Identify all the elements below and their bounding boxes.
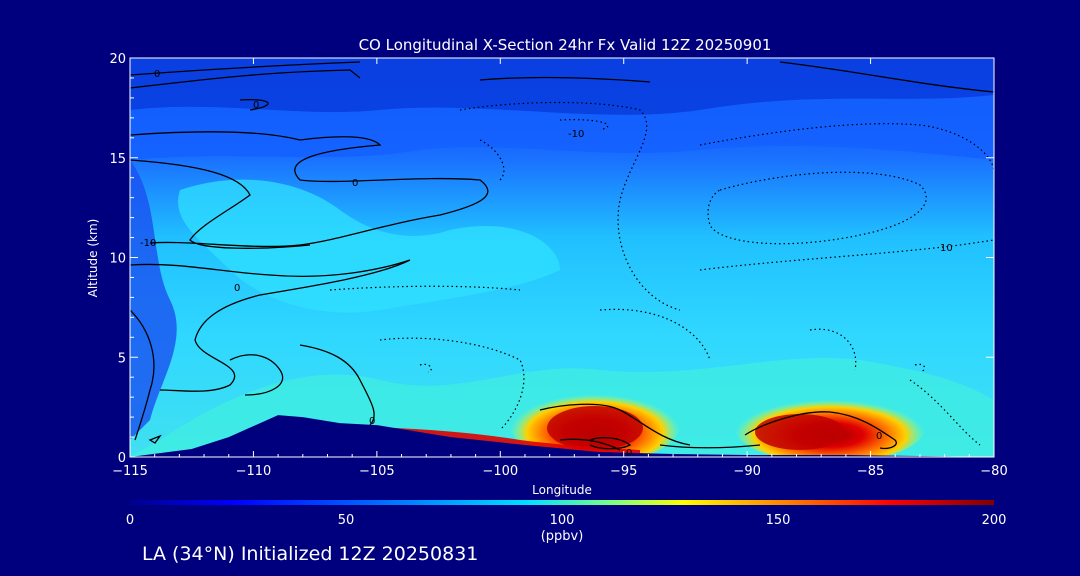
chart-title: CO Longitudinal X-Section 24hr Fx Valid … bbox=[359, 36, 772, 54]
plot-area bbox=[130, 58, 994, 457]
co-field-west-low bbox=[130, 160, 177, 440]
x-tick-label: −80 bbox=[980, 464, 1007, 479]
y-tick-label: 20 bbox=[109, 52, 126, 67]
y-axis: 0 5 10 15 20 bbox=[109, 52, 994, 466]
contour-labels: 0 0 0 0 0 0 0 -10 -10 10 bbox=[140, 69, 953, 459]
x-tick-label: −110 bbox=[236, 464, 272, 479]
x-tick-label: −105 bbox=[359, 464, 395, 479]
contour-lines-solid bbox=[130, 61, 994, 451]
colorbar-tick-label: 0 bbox=[126, 513, 134, 528]
contour-label: 0 bbox=[352, 178, 358, 189]
contour-label: -10 bbox=[140, 238, 156, 249]
y-tick-label: 10 bbox=[109, 252, 126, 267]
colorbar-tick-label: 50 bbox=[338, 513, 355, 528]
colorbar-tick-label: 100 bbox=[550, 513, 575, 528]
colorbar-ticks: 0 50 100 150 200 bbox=[126, 513, 1007, 528]
colorbar-tick-label: 200 bbox=[982, 513, 1007, 528]
contour-label: 10 bbox=[940, 243, 953, 254]
co-field-upper-band-2 bbox=[130, 95, 994, 160]
colorbar-unit: (ppbv) bbox=[541, 529, 584, 544]
x-tick-label: −100 bbox=[482, 464, 518, 479]
contour-label: 0 bbox=[154, 69, 160, 80]
co-field-upper-band bbox=[130, 58, 994, 115]
x-axis-label: Longitude bbox=[532, 483, 592, 497]
x-axis: −115 −110 −105 −100 −95 −90 −85 −80 bbox=[112, 58, 1008, 479]
x-tick-label: −90 bbox=[733, 464, 760, 479]
colorbar-tick-label: 150 bbox=[766, 513, 791, 528]
y-tick-label: 0 bbox=[118, 451, 126, 466]
x-tick-label: −115 bbox=[112, 464, 148, 479]
contour-label: 0 bbox=[234, 283, 240, 294]
footer-text: LA (34°N) Initialized 12Z 20250831 bbox=[142, 543, 478, 565]
terrain-profile bbox=[130, 415, 994, 457]
contour-label: 0 bbox=[876, 431, 882, 442]
colorbar bbox=[130, 500, 994, 505]
contour-label: -10 bbox=[568, 129, 584, 140]
contour-lines-dotted bbox=[329, 101, 994, 446]
co-hotspot-east-core bbox=[755, 414, 845, 450]
y-axis-label: Altitude (km) bbox=[86, 219, 100, 298]
co-field-cyan-plume bbox=[178, 179, 560, 313]
x-tick-label: −85 bbox=[857, 464, 884, 479]
y-tick-label: 5 bbox=[118, 351, 126, 366]
contour-label: 0 bbox=[253, 100, 259, 111]
y-tick-label: 15 bbox=[109, 152, 126, 167]
contour-label: 0 bbox=[626, 448, 632, 459]
x-tick-label: −95 bbox=[610, 464, 637, 479]
contour-label: 0 bbox=[369, 416, 375, 427]
